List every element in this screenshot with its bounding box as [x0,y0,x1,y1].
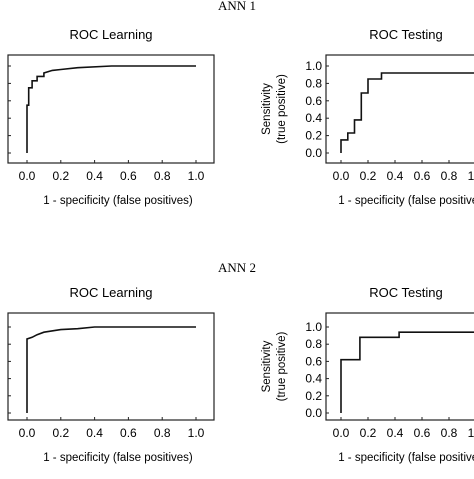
s1-learning-x-tick-label: 0.0 [19,169,36,183]
s1-learning-x-axis-label: 1 - specificity (false positives) [43,195,193,207]
s1-testing-y-tick-label: 1.0 [305,59,322,73]
s1-learning-panel-title: ROC Learning [69,27,152,42]
s2-learning-x-tick-label: 0.0 [19,426,36,440]
s2-testing-y-axis-label: Sensitivity [261,340,273,392]
s2-testing-x-tick-label: 1.0 [468,426,474,440]
s1-learning-x-tick-label: 0.2 [52,169,69,183]
s1-testing-y-axis-label-2: (true positive) [276,74,288,144]
s2-learning-x-tick-label: 0.6 [120,426,137,440]
s1-testing-x-axis-label: 1 - specificity (false positives) [338,195,474,207]
ann1-section-title: ANN 1 [218,0,256,13]
s2-learning-x-tick-label: 0.8 [154,426,171,440]
s1-testing-plot-frame [325,54,474,164]
ann2-section-title: ANN 2 [218,260,256,275]
s1-testing-x-tick-label: 1.0 [468,169,474,183]
s1-testing-x-tick-label: 0.8 [441,169,458,183]
s1-testing-x-tick-label: 0.4 [387,169,404,183]
s2-testing-y-tick-label: 0.0 [305,406,322,420]
s2-testing-y-tick-label: 0.8 [305,337,322,351]
s2-testing-x-tick-label: 0.2 [360,426,377,440]
s2-testing-x-axis-label: 1 - specificity (false positives) [338,452,474,464]
s2-testing-x-tick-label: 0.8 [441,426,458,440]
s1-learning-x-tick-label: 0.6 [120,169,137,183]
s1-testing-y-tick-label: 0.8 [305,76,322,90]
s2-testing-x-tick-label: 0.6 [414,426,431,440]
s2-testing-plot-frame [325,312,474,421]
s1-learning-roc-curve [26,65,196,153]
s2-testing-y-tick-label: 1.0 [305,320,322,334]
s1-learning-x-tick-label: 0.4 [86,169,103,183]
s2-learning-roc-curve [26,326,196,413]
s1-testing-roc-curve [340,72,474,153]
s2-testing-x-tick-label: 0.4 [387,426,404,440]
s1-learning-x-tick-label: 0.8 [154,169,171,183]
s1-testing-x-tick-label: 0.2 [360,169,377,183]
s1-learning-plot-frame [7,54,215,164]
s2-testing-y-tick-label: 0.2 [305,389,322,403]
s2-testing-y-axis-label-2: (true positive) [276,332,288,402]
s1-testing-y-tick-label: 0.0 [305,146,322,160]
s2-testing-y-tick-label: 0.6 [305,354,322,368]
s1-testing-y-tick-label: 0.6 [305,94,322,108]
s2-learning-plot-frame [7,312,215,421]
s2-learning-x-axis-label: 1 - specificity (false positives) [43,452,193,464]
s2-learning-x-tick-label: 0.4 [86,426,103,440]
s1-testing-y-tick-label: 0.2 [305,129,322,143]
s2-learning-x-tick-label: 1.0 [188,426,205,440]
s1-testing-x-tick-label: 0.6 [414,169,431,183]
s1-testing-y-tick-label: 0.4 [305,111,322,125]
s2-learning-panel-title: ROC Learning [69,285,152,300]
s1-testing-panel-title: ROC Testing [369,27,442,42]
s1-testing-y-axis-label: Sensitivity [261,83,273,135]
s2-testing-roc-curve [340,331,474,413]
s2-testing-panel-title: ROC Testing [369,285,442,300]
chart-panels: ROC Learning 0.0 0.2 0.4 0.6 0.8 1.0 1 - specif… [7,27,474,464]
s2-learning-x-tick-label: 0.2 [52,426,69,440]
s1-testing-x-tick-label: 0.0 [333,169,350,183]
s1-learning-x-tick-label: 1.0 [188,169,205,183]
s2-testing-y-tick-label: 0.4 [305,372,322,386]
s2-testing-x-tick-label: 0.0 [333,426,350,440]
